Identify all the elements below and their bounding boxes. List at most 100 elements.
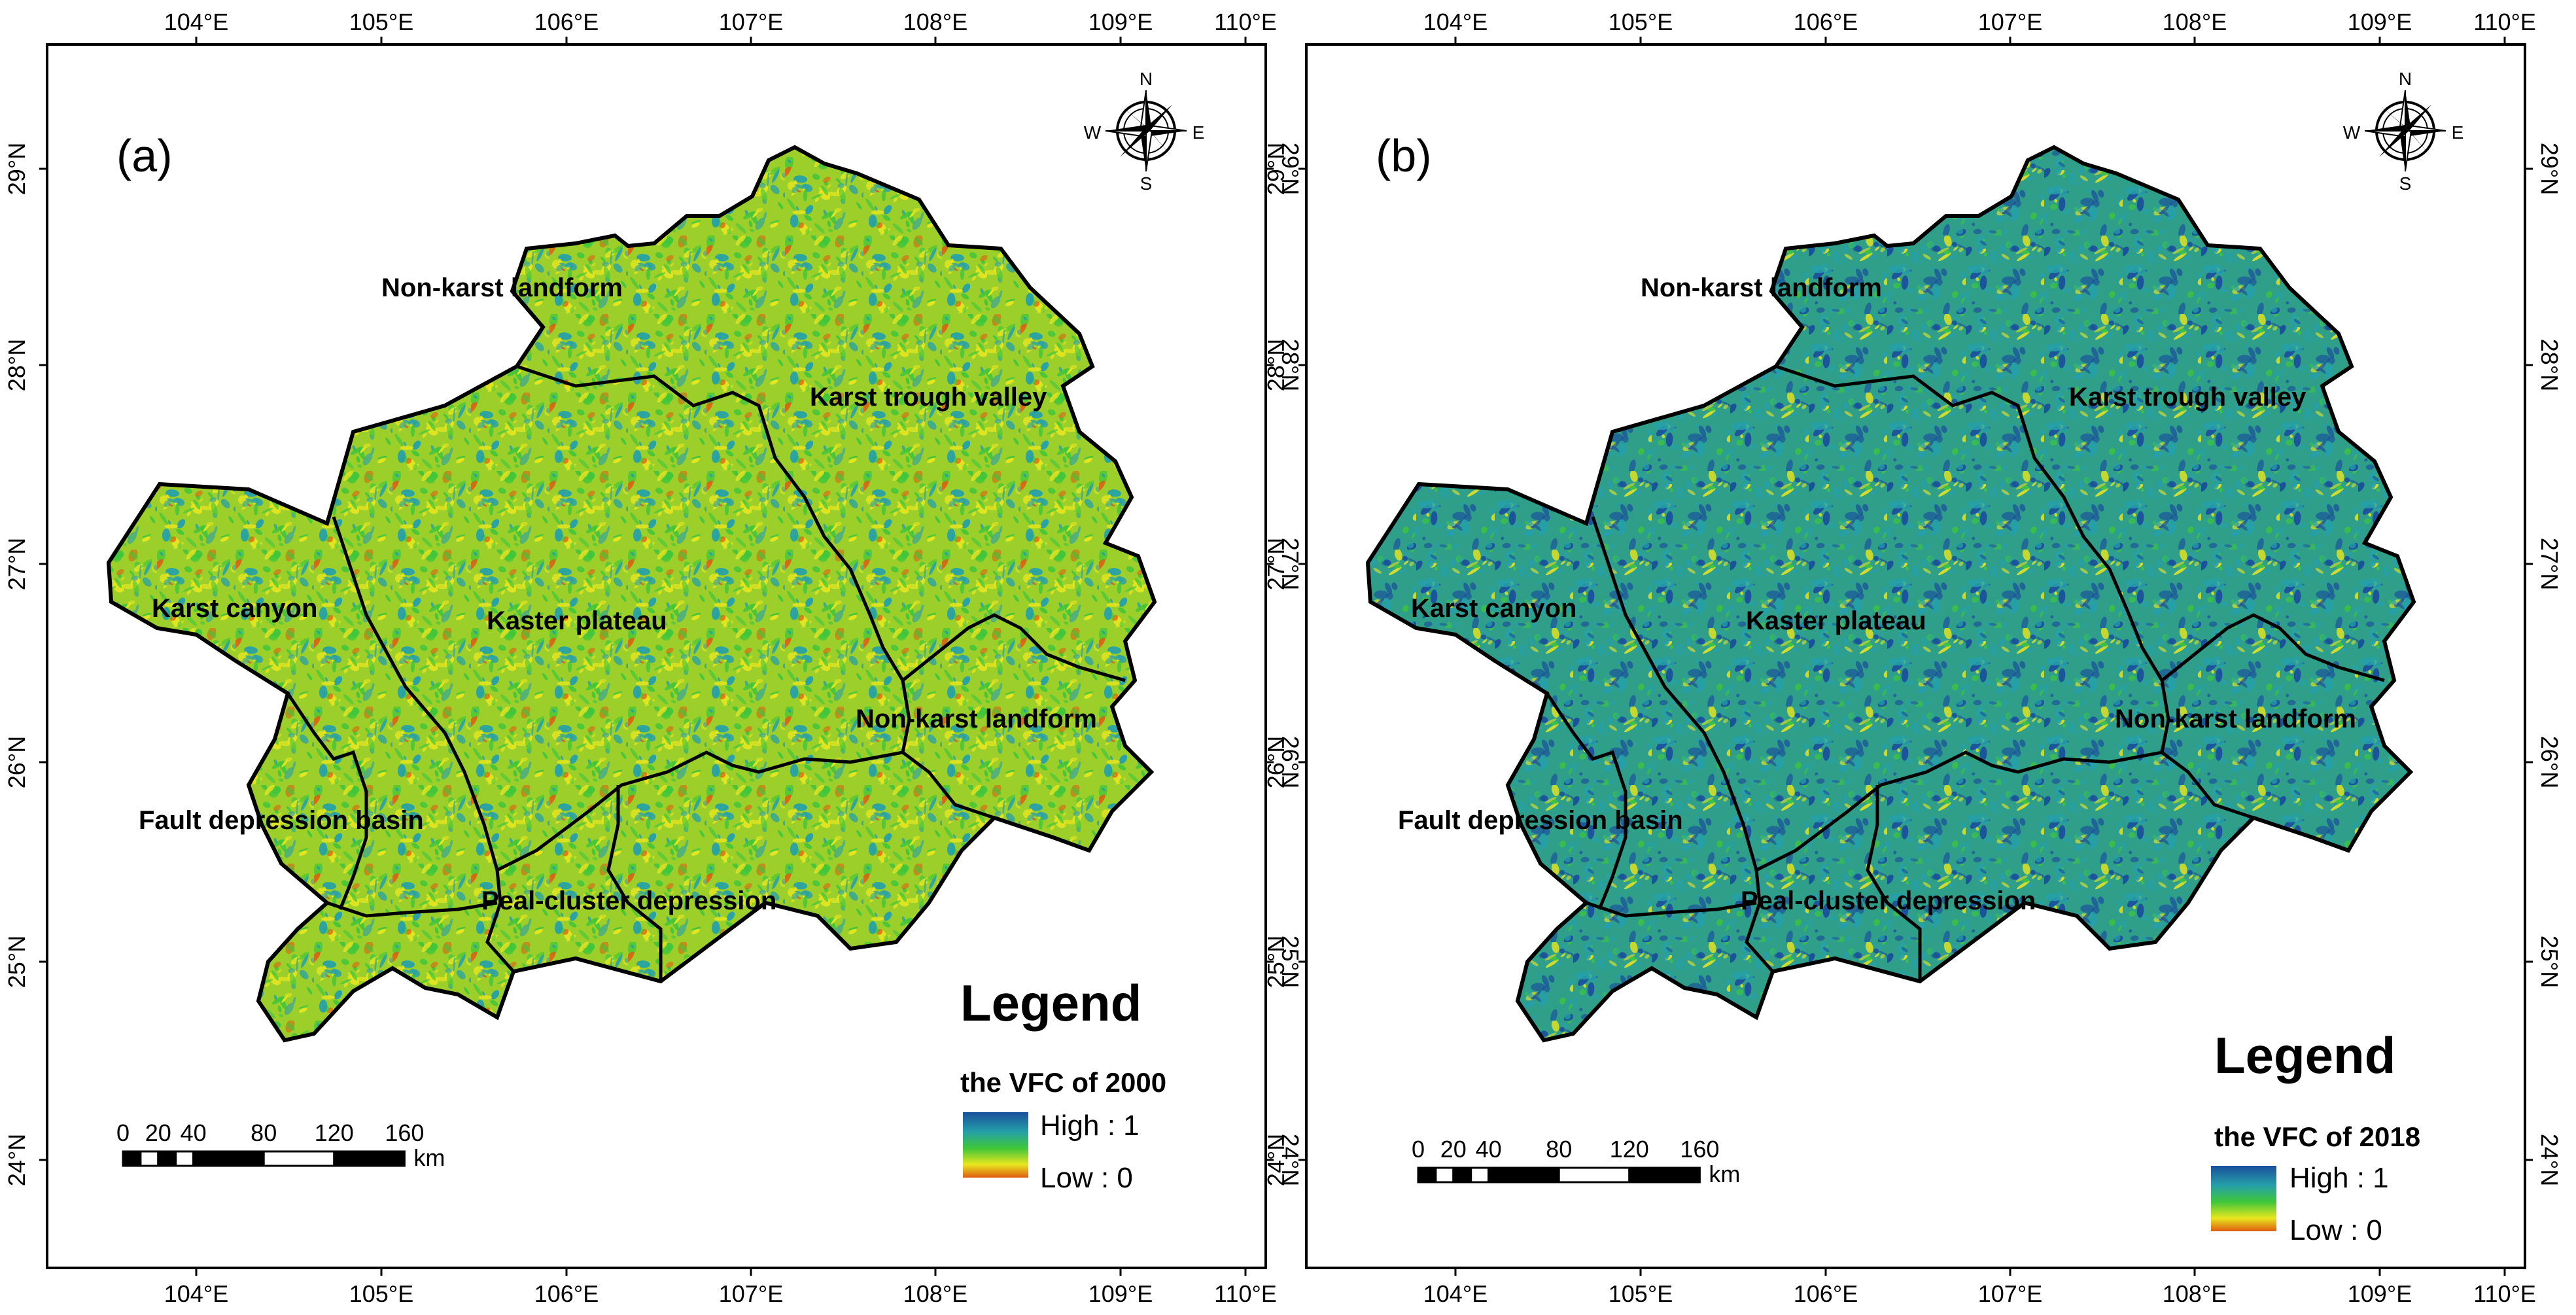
label-peak-cluster: Peal-cluster depression xyxy=(481,886,776,915)
compass-letter: N xyxy=(2399,69,2412,89)
lon-label-top: 104°E xyxy=(164,9,228,35)
lon-label-top: 110°E xyxy=(2473,9,2536,35)
lon-label-bottom: 107°E xyxy=(719,1280,783,1307)
graticule-ticks xyxy=(1298,37,2533,1276)
lat-label-left: 26°N xyxy=(3,736,30,788)
region-labels: Non-karst landform Karst trough valley K… xyxy=(139,273,1097,915)
legend-low: Low : 0 xyxy=(2289,1214,2382,1246)
compass-letter: S xyxy=(2399,173,2412,194)
scale-unit: km xyxy=(413,1144,445,1171)
label-peak-cluster: Peal-cluster depression xyxy=(1741,886,2036,915)
lat-label-left: 24°N xyxy=(1262,1134,1289,1186)
lon-label-bottom: 104°E xyxy=(1423,1280,1488,1307)
lon-label-top: 108°E xyxy=(2163,9,2227,35)
lon-label-bottom: 106°E xyxy=(1794,1280,1858,1307)
map-frame xyxy=(46,43,1267,1269)
map-frame xyxy=(1305,43,2526,1269)
lat-label-left: 28°N xyxy=(3,339,30,391)
legend-low: Low : 0 xyxy=(1040,1162,1133,1194)
lat-label-right: 27°N xyxy=(2536,538,2563,590)
north-arrow-icon: N S E W xyxy=(1084,69,1205,194)
scale-tick-label: 80 xyxy=(1546,1136,1572,1163)
label-karst-canyon: Karst canyon xyxy=(152,594,317,623)
lat-label-left: 29°N xyxy=(3,143,30,195)
lat-label-left: 25°N xyxy=(1262,936,1289,988)
scale-unit: km xyxy=(1709,1161,1740,1187)
label-kaster-plateau: Kaster plateau xyxy=(487,606,667,635)
lon-label-top: 108°E xyxy=(903,9,967,35)
geomorphic-zone-boundaries xyxy=(286,364,1126,981)
scale-tick-label: 20 xyxy=(145,1119,171,1146)
label-fault-basin: Fault depression basin xyxy=(1398,806,1683,835)
lat-label-left: 29°N xyxy=(1262,143,1289,195)
lat-label-left: 24°N xyxy=(3,1134,30,1186)
lon-label-bottom: 107°E xyxy=(1978,1280,2042,1307)
label-karst-canyon: Karst canyon xyxy=(1411,594,1576,623)
lon-label-top: 109°E xyxy=(1088,9,1153,35)
legend-title: Legend xyxy=(2214,1026,2395,1084)
lat-label-left: 28°N xyxy=(1262,339,1289,391)
label-kaster-plateau: Kaster plateau xyxy=(1746,606,1926,635)
label-karst-trough: Karst trough valley xyxy=(810,383,1047,412)
lon-label-bottom: 109°E xyxy=(2348,1280,2412,1307)
map-panel-2018: 104°E 104°E 105°E 105°E 106°E 106°E 107°E 107°E… xyxy=(1262,9,2563,1307)
compass-letter: E xyxy=(1192,122,1205,143)
lon-label-top: 110°E xyxy=(1214,9,1277,35)
longitude-labels: 104°E 104°E 105°E 105°E 106°E 106°E 107°E 107°E… xyxy=(1423,9,2536,1307)
north-arrow-icon: N S E W xyxy=(2343,69,2464,194)
lon-label-top: 106°E xyxy=(1794,9,1858,35)
lon-label-bottom: 109°E xyxy=(1088,1280,1153,1307)
legend-subtitle: the VFC of 2000 xyxy=(960,1067,1166,1098)
lon-label-top: 107°E xyxy=(1978,9,2042,35)
lat-label-left: 27°N xyxy=(1262,538,1289,590)
panel-label: (b) xyxy=(1376,130,1432,181)
lon-label-bottom: 105°E xyxy=(349,1280,413,1307)
scale-tick-label: 20 xyxy=(1440,1136,1467,1163)
vfc-texture xyxy=(1368,147,2414,1040)
lon-label-top: 109°E xyxy=(2348,9,2412,35)
label-non-karst-nw: Non-karst landform xyxy=(381,273,623,302)
province-boundary xyxy=(106,145,1157,1043)
compass-letter: E xyxy=(2452,122,2464,143)
scale-tick-label: 40 xyxy=(181,1119,207,1146)
lat-label-right: 26°N xyxy=(2536,736,2563,788)
label-non-karst-nw: Non-karst landform xyxy=(1641,273,1882,302)
legend-high: High : 1 xyxy=(1040,1110,1140,1142)
lon-label-bottom: 105°E xyxy=(1609,1280,1673,1307)
legend: Legend the VFC of 2018 High : 1 Low : 0 xyxy=(2211,1026,2420,1246)
lon-label-bottom: 108°E xyxy=(903,1280,967,1307)
scale-tick-label: 160 xyxy=(1680,1136,1719,1163)
lon-label-bottom: 106°E xyxy=(534,1280,599,1307)
lon-label-top: 105°E xyxy=(349,9,413,35)
legend: Legend the VFC of 2000 High : 1 Low : 0 xyxy=(960,974,1166,1194)
label-karst-trough: Karst trough valley xyxy=(2069,383,2306,412)
legend-title: Legend xyxy=(960,974,1141,1032)
lat-label-left: 25°N xyxy=(3,936,30,988)
lon-label-bottom: 108°E xyxy=(2163,1280,2227,1307)
scale-tick-label: 120 xyxy=(315,1119,354,1146)
scale-tick-label: 40 xyxy=(1476,1136,1502,1163)
label-fault-basin: Fault depression basin xyxy=(139,806,424,835)
map-panel-2000: 104°E 104°E 105°E 105°E 106°E 106°E 107°E 107°E… xyxy=(3,9,1304,1307)
graticule-ticks xyxy=(39,37,1274,1276)
lat-label-left: 26°N xyxy=(1262,736,1289,788)
scale-tick-label: 160 xyxy=(385,1119,424,1146)
lon-label-bottom: 110°E xyxy=(1214,1280,1277,1307)
lon-label-top: 106°E xyxy=(534,9,599,35)
legend-subtitle: the VFC of 2018 xyxy=(2214,1121,2420,1152)
lon-label-top: 107°E xyxy=(719,9,783,35)
lat-label-right: 29°N xyxy=(2536,143,2563,195)
compass-letter: W xyxy=(1084,122,1102,143)
legend-high: High : 1 xyxy=(2289,1162,2389,1194)
scale-tick-label: 120 xyxy=(1610,1136,1649,1163)
legend-color-ramp xyxy=(963,1112,1028,1178)
lat-label-right: 24°N xyxy=(2536,1134,2563,1186)
longitude-labels: 104°E 104°E 105°E 105°E 106°E 106°E 107°E 107°E… xyxy=(164,9,1277,1307)
lon-label-top: 104°E xyxy=(1423,9,1488,35)
lon-label-top: 105°E xyxy=(1609,9,1673,35)
compass-letter: W xyxy=(2343,122,2361,143)
region-labels: Non-karst landform Karst trough valley K… xyxy=(1398,273,2356,915)
